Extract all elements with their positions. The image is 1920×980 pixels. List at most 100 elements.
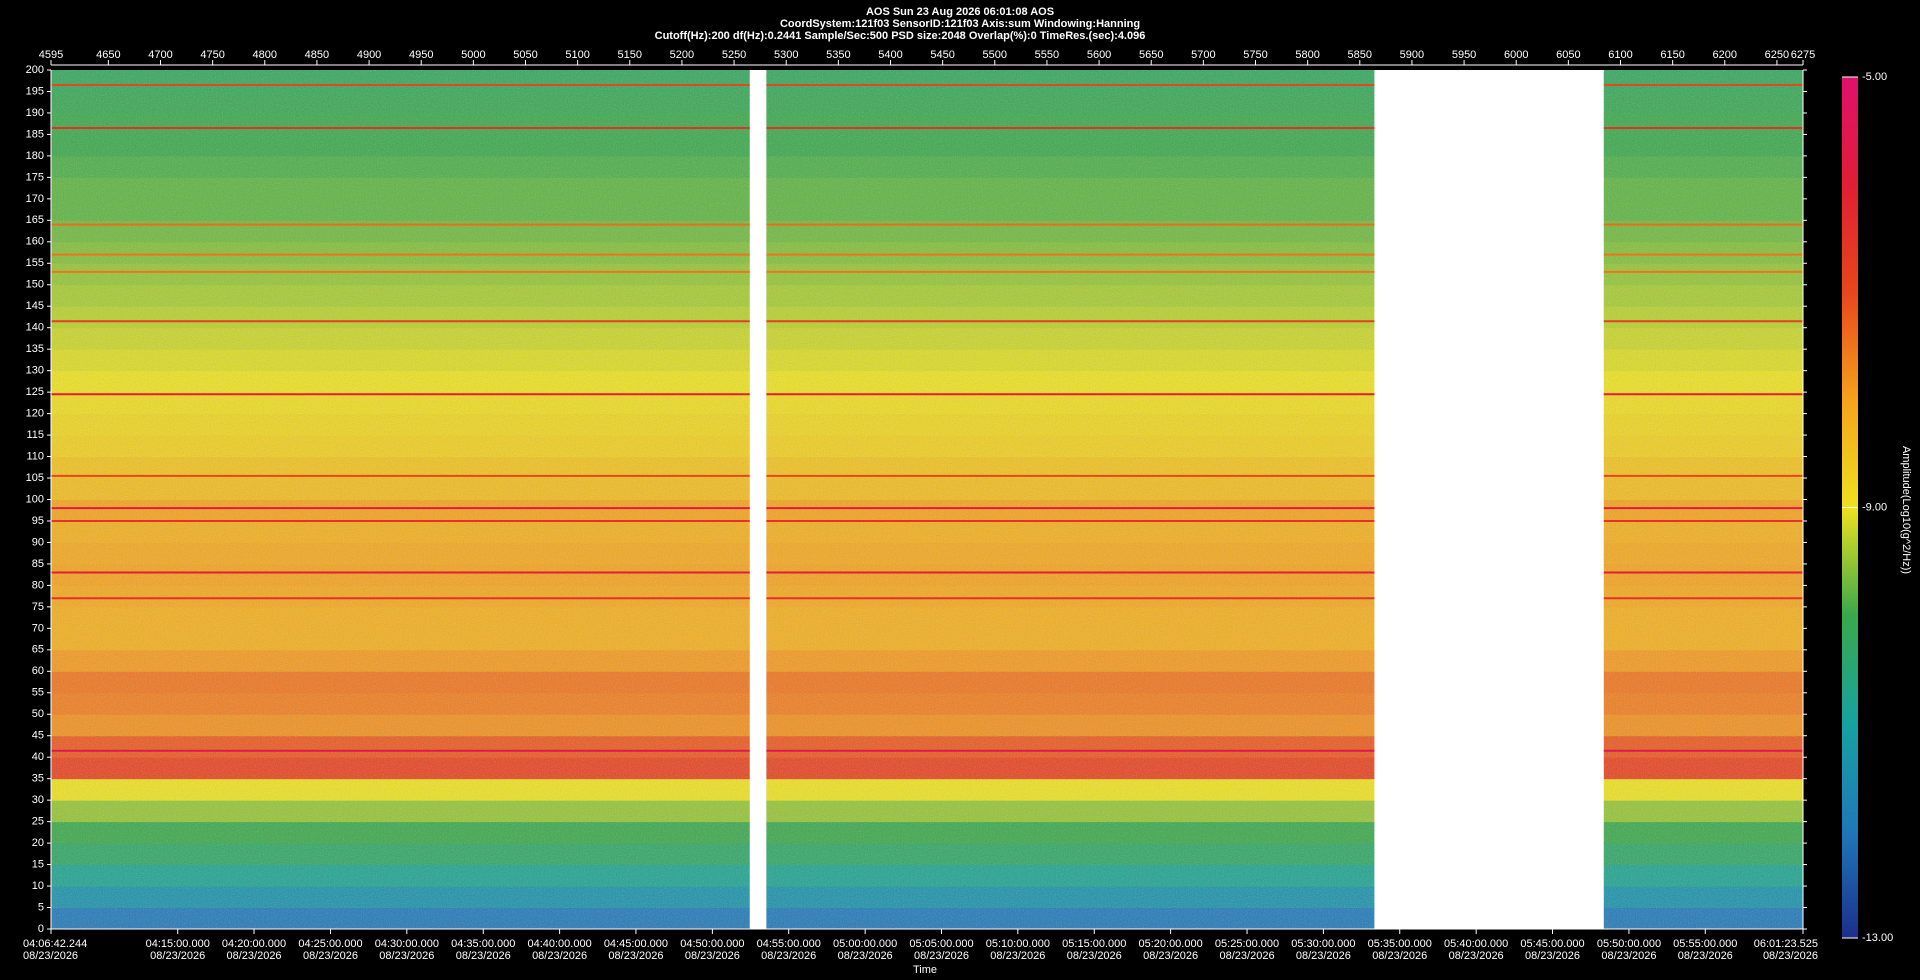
x-tick-date: 08/23/2026 xyxy=(685,950,740,962)
x-tick-label: 05:45:00.000 xyxy=(1520,938,1584,950)
x-tick-label: 5800 xyxy=(1295,49,1319,61)
x-axis-label: Time xyxy=(913,964,937,976)
x-tick-label: 05:50:00.000 xyxy=(1597,938,1661,950)
y-tick-label: 110 xyxy=(26,450,44,462)
x-tick-label: 5100 xyxy=(565,49,589,61)
y-tick-label: 30 xyxy=(32,794,44,806)
colorbar-tick-label: -9.00 xyxy=(1862,501,1887,513)
x-tick-label: 04:50:00.000 xyxy=(680,938,744,950)
y-tick-label: 165 xyxy=(26,214,44,226)
y-tick-label: 200 xyxy=(26,64,44,76)
chart-subtitle: Cutoff(Hz):200 df(Hz):0.2441 Sample/Sec:… xyxy=(655,30,1146,42)
y-tick-label: 185 xyxy=(26,128,44,140)
x-tick-date: 08/23/2026 xyxy=(1143,950,1198,962)
x-tick-label: 05:20:00.000 xyxy=(1138,938,1202,950)
x-tick-label: 6200 xyxy=(1713,49,1737,61)
y-tick-label: 60 xyxy=(32,665,44,677)
x-tick-label: 5700 xyxy=(1191,49,1215,61)
x-tick-label: 5450 xyxy=(930,49,954,61)
x-tick-date: 08/23/2026 xyxy=(1525,950,1580,962)
y-tick-label: 100 xyxy=(26,493,44,505)
y-tick-label: 95 xyxy=(32,515,44,527)
x-tick-label: 06:01:23.525 xyxy=(1754,938,1818,950)
y-tick-label: 150 xyxy=(26,279,44,291)
x-tick-label: 4700 xyxy=(148,49,172,61)
x-tick-label: 6250 xyxy=(1765,49,1789,61)
x-tick-date: 08/23/2026 xyxy=(990,950,1045,962)
y-tick-label: 20 xyxy=(32,837,44,849)
x-tick-label: 6100 xyxy=(1608,49,1632,61)
x-tick-label: 4650 xyxy=(96,49,120,61)
x-tick-label: 5550 xyxy=(1035,49,1059,61)
y-tick-label: 125 xyxy=(26,386,44,398)
x-tick-label: 5350 xyxy=(826,49,850,61)
y-tick-label: 40 xyxy=(32,751,44,763)
x-tick-date: 08/23/2026 xyxy=(532,950,587,962)
x-tick-label: 04:45:00.000 xyxy=(604,938,668,950)
y-tick-label: 140 xyxy=(26,322,44,334)
colorbar-label: Amplitude(Log10(g^2/Hz)) xyxy=(1900,446,1912,574)
x-tick-date: 08/23/2026 xyxy=(838,950,893,962)
chart-title: AOS Sun 23 Aug 2026 06:01:08 AOS xyxy=(866,6,1054,18)
y-tick-label: 160 xyxy=(26,236,44,248)
x-tick-date: 08/23/2026 xyxy=(456,950,511,962)
x-tick-label: 04:15:00.000 xyxy=(146,938,210,950)
x-tick-label: 04:06:42.244 xyxy=(23,938,87,950)
y-tick-label: 80 xyxy=(32,579,44,591)
x-tick-date: 08/23/2026 xyxy=(150,950,205,962)
texture xyxy=(51,70,750,929)
y-tick-label: 170 xyxy=(26,193,44,205)
x-tick-label: 4950 xyxy=(409,49,433,61)
x-tick-label: 5750 xyxy=(1243,49,1267,61)
y-tick-label: 195 xyxy=(26,85,44,97)
x-tick-label: 04:20:00.000 xyxy=(222,938,286,950)
x-tick-label: 5250 xyxy=(722,49,746,61)
x-tick-label: 05:55:00.000 xyxy=(1673,938,1737,950)
x-tick-label: 4800 xyxy=(253,49,277,61)
y-tick-label: 175 xyxy=(26,171,44,183)
x-tick-label: 5600 xyxy=(1087,49,1111,61)
x-tick-label: 05:00:00.000 xyxy=(833,938,897,950)
chart-subtitle: CoordSystem:121f03 SensorID:121f03 Axis:… xyxy=(780,18,1140,30)
y-tick-label: 65 xyxy=(32,644,44,656)
x-tick-label: 05:10:00.000 xyxy=(986,938,1050,950)
y-tick-label: 155 xyxy=(26,257,44,269)
x-tick-label: 6150 xyxy=(1660,49,1684,61)
y-tick-label: 75 xyxy=(32,601,44,613)
y-tick-label: 85 xyxy=(32,558,44,570)
x-tick-label: 5500 xyxy=(983,49,1007,61)
x-tick-label: 6050 xyxy=(1556,49,1580,61)
x-tick-label: 5200 xyxy=(670,49,694,61)
y-tick-label: 135 xyxy=(26,343,44,355)
y-tick-label: 10 xyxy=(32,880,44,892)
y-tick-label: 105 xyxy=(26,472,44,484)
x-tick-date: 08/23/2026 xyxy=(1601,950,1656,962)
x-tick-label: 05:15:00.000 xyxy=(1062,938,1126,950)
y-tick-label: 50 xyxy=(32,708,44,720)
y-tick-label: 180 xyxy=(26,150,44,162)
x-tick-label: 05:40:00.000 xyxy=(1444,938,1508,950)
x-tick-label: 5400 xyxy=(878,49,902,61)
y-tick-label: 130 xyxy=(26,365,44,377)
y-tick-label: 115 xyxy=(26,429,44,441)
x-tick-date: 08/23/2026 xyxy=(379,950,434,962)
x-tick-label: 5150 xyxy=(618,49,642,61)
x-tick-label: 05:05:00.000 xyxy=(909,938,973,950)
x-tick-date: 08/23/2026 xyxy=(1763,950,1818,962)
y-tick-label: 35 xyxy=(32,773,44,785)
x-tick-date: 08/23/2026 xyxy=(914,950,969,962)
x-tick-label: 5950 xyxy=(1452,49,1476,61)
x-tick-label: 05:35:00.000 xyxy=(1368,938,1432,950)
x-tick-label: 5650 xyxy=(1139,49,1163,61)
x-tick-date: 08/23/2026 xyxy=(227,950,282,962)
x-tick-label: 04:35:00.000 xyxy=(451,938,515,950)
x-tick-label: 4850 xyxy=(305,49,329,61)
y-tick-label: 5 xyxy=(38,901,44,913)
x-tick-label: 5000 xyxy=(461,49,485,61)
x-tick-label: 4595 xyxy=(39,49,63,61)
x-tick-date: 08/23/2026 xyxy=(1449,950,1504,962)
x-tick-date: 08/23/2026 xyxy=(1220,950,1275,962)
x-tick-label: 4750 xyxy=(200,49,224,61)
